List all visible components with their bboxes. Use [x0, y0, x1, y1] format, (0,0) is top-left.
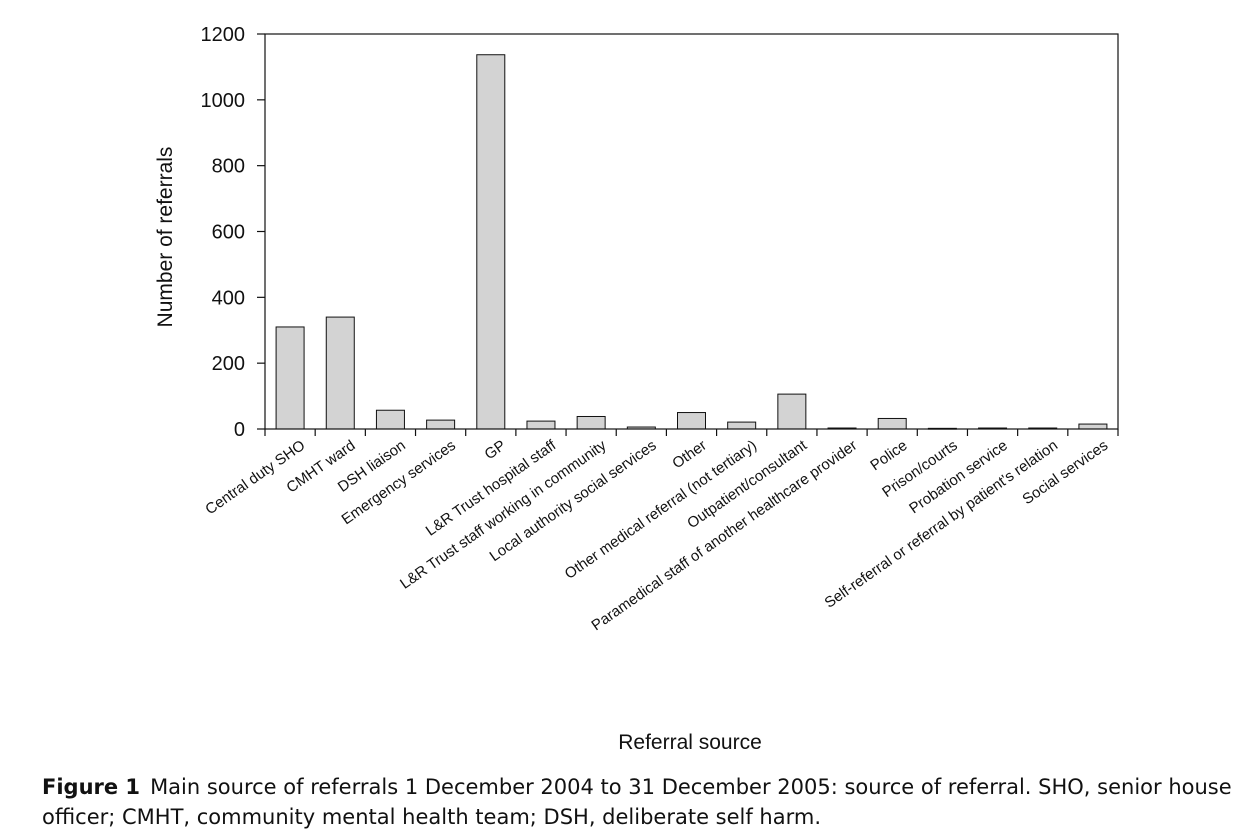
bar: [275, 326, 305, 430]
x-category-label: Other: [669, 437, 709, 472]
y-tick-label: 600: [212, 222, 245, 244]
x-axis-title: Referral source: [618, 731, 762, 754]
y-tick-label: 1000: [201, 90, 246, 112]
bars: [275, 54, 1108, 430]
bar: [476, 54, 506, 430]
y-tick-label: 1200: [201, 24, 246, 46]
bar: [426, 419, 456, 430]
plot-area-frame: [264, 33, 1119, 430]
figure-caption: Figure 1 Main source of referrals 1 Decem…: [42, 772, 1242, 832]
y-tick-label: 200: [212, 353, 245, 375]
bar: [777, 393, 807, 430]
figure-caption-text: Main source of referrals 1 December 2004…: [42, 775, 1232, 829]
y-tick-label: 400: [212, 287, 245, 309]
bar: [526, 420, 556, 430]
bar-chart: 0 200 400 600 800 1000 1200 Central duty SHOCM…: [154, 24, 1119, 754]
y-axis: 0 200 400 600 800 1000 1200: [201, 24, 265, 441]
bar: [375, 409, 405, 430]
x-category-label: GP: [482, 437, 510, 463]
bar: [877, 417, 907, 430]
bar: [727, 421, 757, 430]
x-category-label: Social services: [1019, 437, 1111, 508]
bar: [325, 316, 355, 430]
y-axis-title: Number of referrals: [154, 147, 177, 328]
bar: [576, 415, 606, 430]
y-tick-label: 0: [234, 419, 245, 441]
figure-label: Figure 1: [42, 775, 141, 799]
bar: [677, 412, 706, 430]
bar: [1078, 423, 1108, 430]
y-tick-label: 800: [212, 156, 245, 178]
